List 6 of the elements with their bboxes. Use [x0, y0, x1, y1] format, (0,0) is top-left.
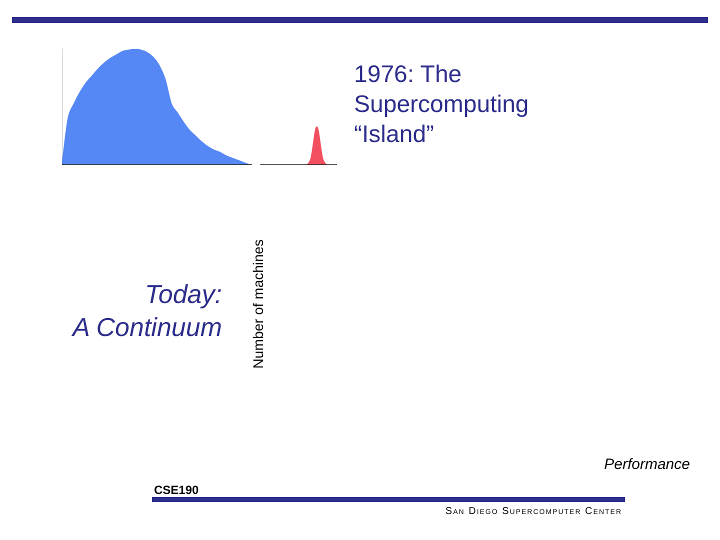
text: Performance	[604, 456, 690, 473]
text: San Diego Supercomputer Center	[445, 506, 622, 517]
text: Number of machines	[250, 238, 266, 371]
text: 1976: The Supercomputing “Island”	[354, 60, 530, 150]
text: CSE190	[154, 483, 199, 497]
text: Today: A Continuum	[70, 278, 222, 344]
